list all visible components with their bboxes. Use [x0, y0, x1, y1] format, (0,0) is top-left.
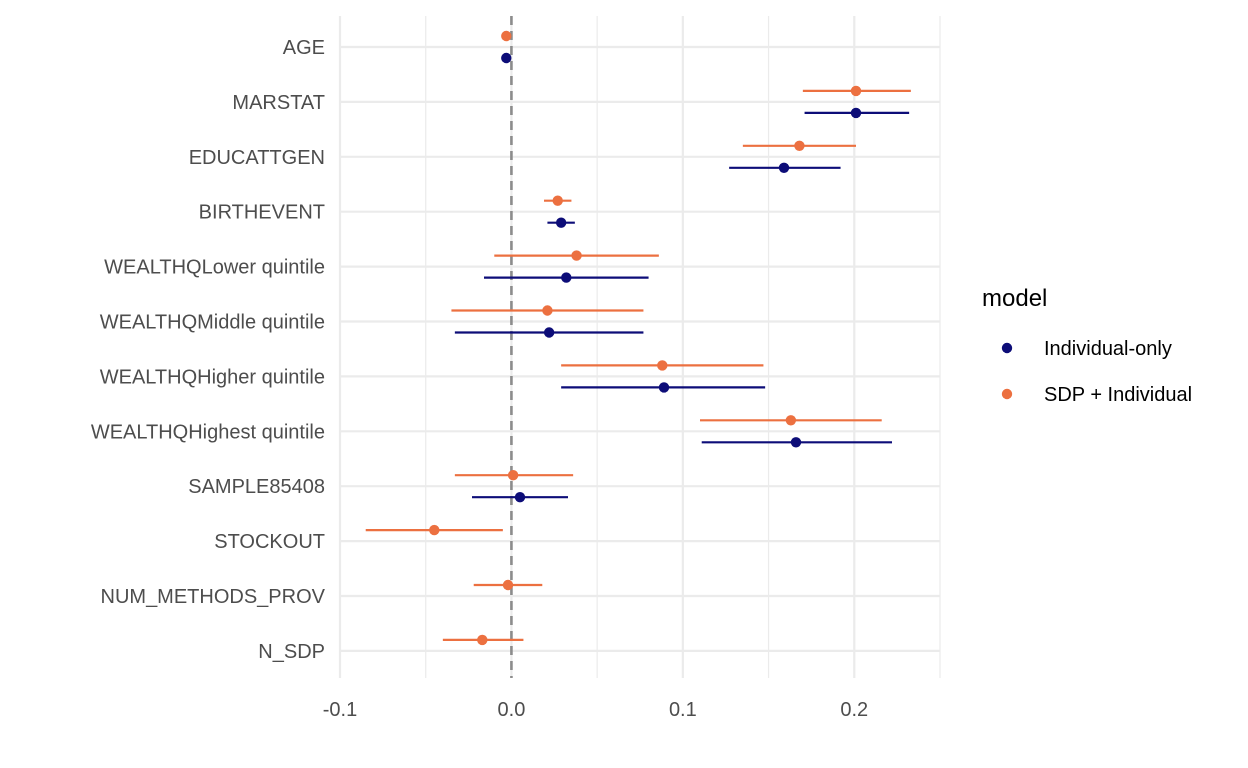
legend-title: model [982, 285, 1047, 312]
estimate-point [555, 217, 567, 228]
axis-labels-layer: -0.1 0.0 0.1 0.2 AGE MARSTAT EDUCATTGEN BIRTHEV… [91, 37, 868, 721]
legend-label: SDP + Individual [1044, 384, 1192, 406]
y-tick-label: BIRTHEVENT [199, 202, 325, 224]
estimate-point [790, 437, 802, 448]
estimate-point [850, 85, 862, 97]
x-tick-label: 0.1 [669, 699, 697, 721]
y-tick-label: WEALTHQHigher quintile [100, 366, 325, 388]
y-tick-label: NUM_METHODS_PROV [101, 586, 326, 608]
estimate-point [477, 634, 488, 646]
estimate-point [514, 492, 526, 503]
y-tick-label: AGE [283, 37, 325, 59]
legend: model Individual-only SDP + Individual [982, 285, 1192, 406]
estimate-point [507, 470, 519, 481]
estimate-point [658, 382, 670, 393]
legend-key [1001, 342, 1013, 354]
x-tick-label: -0.1 [323, 699, 357, 721]
marks-layer [365, 30, 911, 646]
series-group [365, 30, 911, 646]
legend-label: Individual-only [1044, 338, 1172, 360]
y-tick-label: SAMPLE85408 [188, 476, 325, 498]
x-tick-label: 0.0 [498, 699, 526, 721]
estimate-point [571, 250, 582, 261]
estimate-point [785, 415, 797, 426]
y-tick-label: MARSTAT [232, 92, 325, 114]
estimate-point [501, 30, 512, 42]
y-tick-label: WEALTHQLower quintile [104, 257, 325, 279]
x-tick-label: 0.2 [840, 699, 868, 721]
estimate-point [501, 52, 512, 64]
estimate-point [794, 140, 805, 151]
y-tick-label: STOCKOUT [214, 531, 325, 553]
estimate-point [543, 327, 555, 338]
legend-key [1001, 388, 1013, 400]
estimate-point [429, 524, 440, 536]
estimate-point [657, 360, 668, 371]
grid-layer [338, 16, 941, 678]
series-group [454, 52, 910, 503]
estimate-point [552, 195, 563, 206]
y-tick-label: WEALTHQHighest quintile [91, 421, 325, 443]
estimate-point [542, 305, 553, 316]
y-tick-label: WEALTHQMiddle quintile [100, 312, 325, 334]
estimate-point [778, 162, 790, 173]
estimate-point [561, 272, 572, 283]
y-tick-label: N_SDP [258, 641, 325, 663]
estimate-point [850, 107, 862, 119]
estimate-point [502, 579, 514, 591]
y-tick-label: EDUCATTGEN [189, 147, 325, 169]
